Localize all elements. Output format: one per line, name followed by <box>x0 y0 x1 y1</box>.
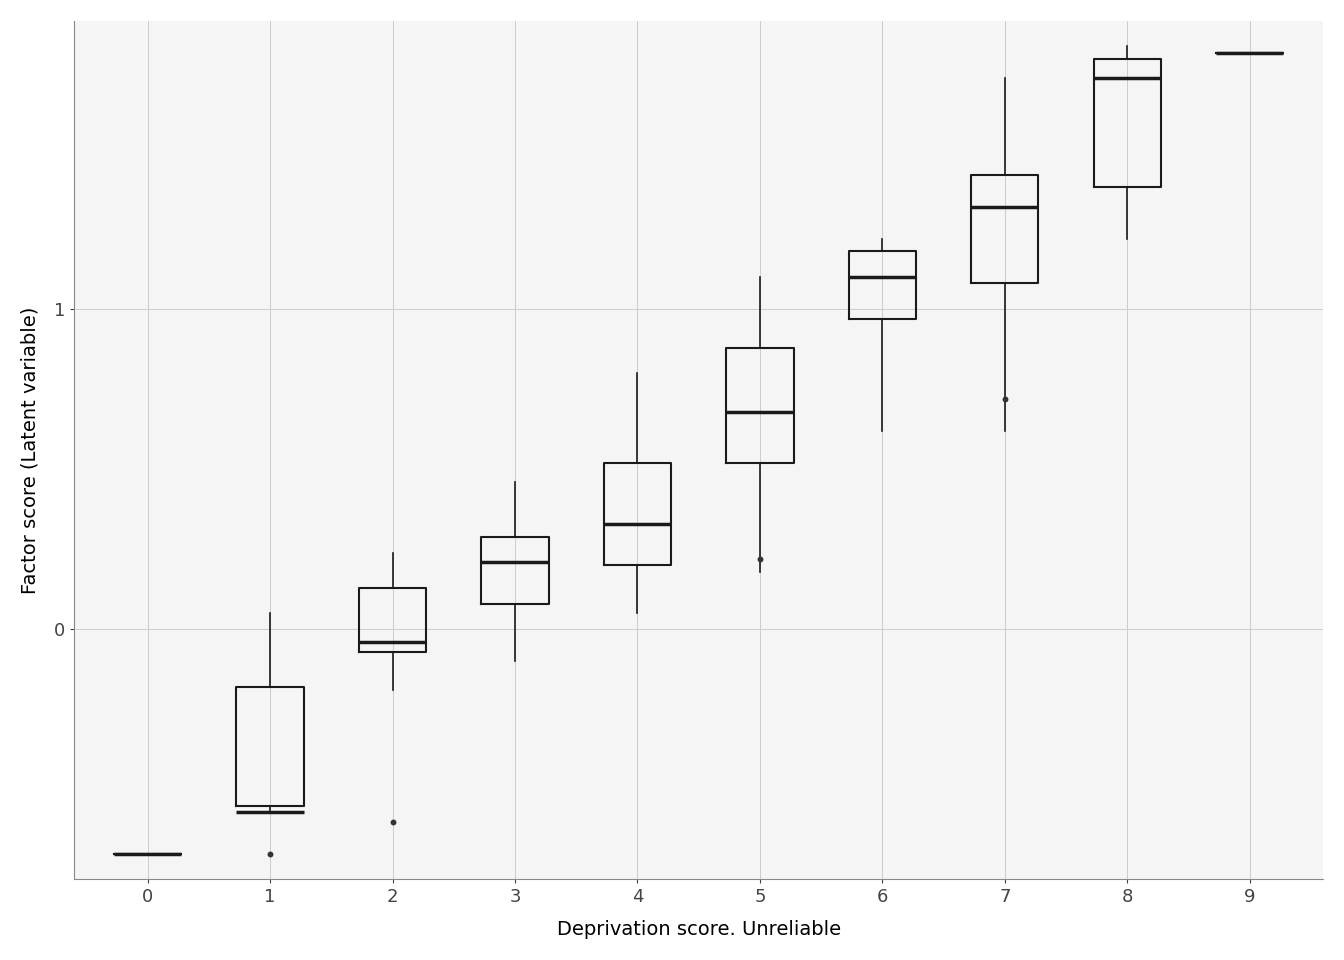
Point <box>259 846 281 861</box>
Point <box>995 391 1016 406</box>
Point <box>749 551 770 566</box>
Point <box>382 814 403 829</box>
Y-axis label: Factor score (Latent variable): Factor score (Latent variable) <box>22 306 40 593</box>
X-axis label: Deprivation score. Unreliable: Deprivation score. Unreliable <box>556 921 841 939</box>
